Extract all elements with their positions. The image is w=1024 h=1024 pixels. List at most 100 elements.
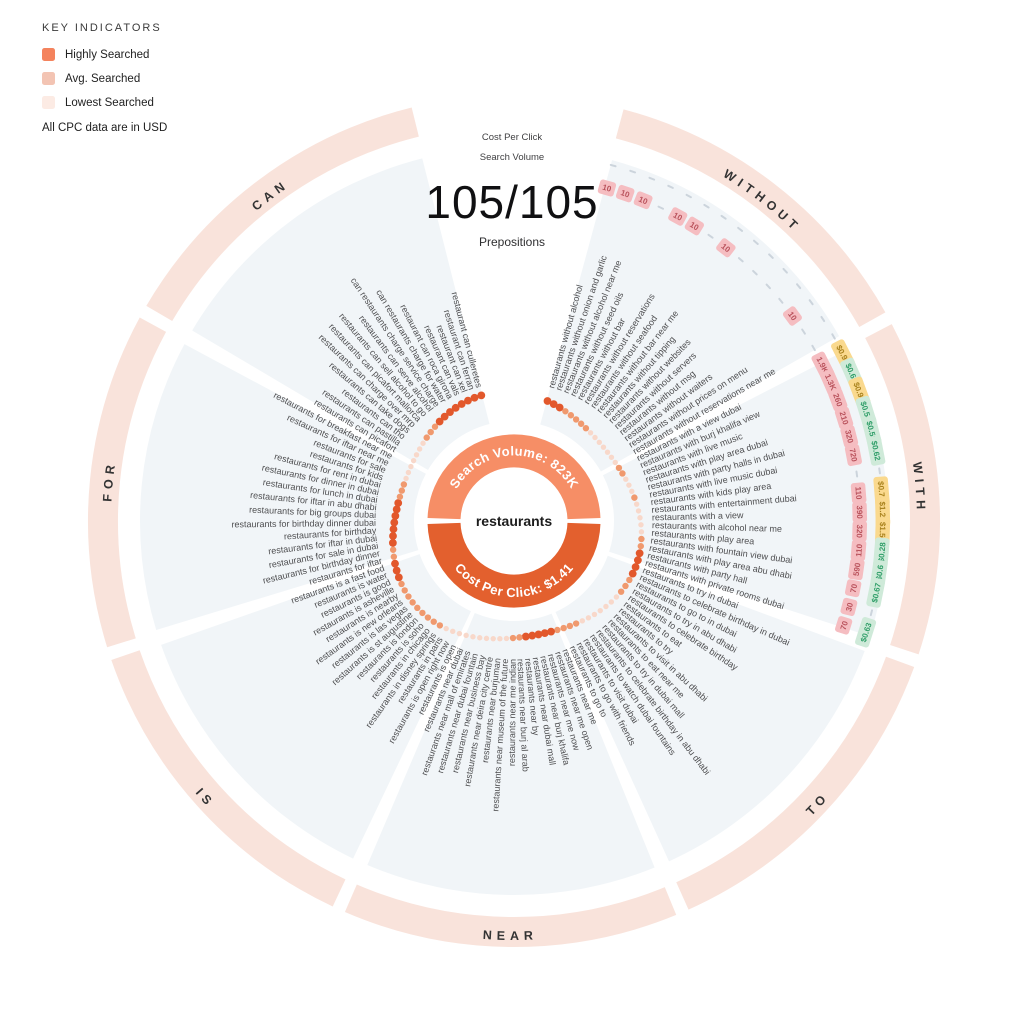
volume-heat-dot [555,403,564,412]
badge-value: $0.78 [876,481,887,502]
volume-heat-dot [440,412,449,421]
search-volume-badge[interactable]: 10 [597,179,617,197]
volume-heat-dot [600,444,607,450]
volume-heat-dot [477,391,486,400]
search-volume-badge[interactable]: 260 [827,388,848,412]
volume-heat-dot [628,569,637,578]
empty-slot-tick [765,283,771,290]
keyword-label[interactable]: restaurants with alcohol near me [652,520,782,534]
badge-value: $0.28 [877,541,888,562]
cpc-badge[interactable]: $0.28 [873,537,890,568]
volume-heat-dot [464,396,472,405]
preposition-ring-arc [676,656,915,910]
cpc-badge[interactable]: $0.63 [854,616,877,648]
badge-value: $0.62 [869,440,882,462]
cpc-badge[interactable]: $0.67 [866,577,886,608]
preposition-ring-arc [615,109,886,328]
volume-heat-dot [637,542,644,550]
volume-heat-dot [635,508,642,514]
volume-heat-dot [409,599,416,606]
volume-heat-dot [427,428,434,436]
search-volume-badge[interactable]: 10 [615,184,635,203]
badge-value: 320 [843,429,855,445]
root-keyword[interactable]: restaurants [476,513,552,529]
volume-heat-dot [490,635,496,642]
empty-slot-tick [720,214,727,220]
volume-heat-dot [635,549,644,558]
badge-value: 110 [853,486,863,500]
volume-heat-dot [633,556,642,565]
volume-heat-dot [615,464,623,472]
legend-item-highly-searched: Highly Searched [42,48,167,61]
volume-heat-dot [547,627,555,636]
volume-heat-dot [477,635,483,641]
search-volume-badge[interactable]: 30 [840,597,858,617]
section-wedge [192,158,490,471]
volume-heat-dot [470,393,479,402]
badge-value: 390 [855,505,864,519]
search-volume-badge[interactable]: 210 [834,406,854,430]
volume-heat-dot [582,425,590,432]
search-volume-badge[interactable]: 320 [840,425,859,449]
search-volume-badge[interactable]: 390 [852,501,868,523]
volume-heat-dot [637,515,643,521]
search-volume-badge[interactable]: 10 [667,206,688,227]
keyword-label[interactable]: restaurants with a view [652,510,744,522]
key-indicators-legend: KEY INDICATORS Highly Searched Avg. Sear… [42,22,167,134]
volume-heat-dot [631,494,638,501]
search-volume-badge[interactable]: 110 [850,539,867,561]
volume-heat-dot [497,636,503,642]
keyword-label[interactable]: restaurants near me indian [507,659,518,766]
volume-heat-dot [391,511,400,520]
volume-heat-dot [389,546,397,553]
search-volume-badge[interactable]: 10 [715,237,737,259]
search-volume-badge[interactable]: 10 [633,190,654,210]
search-volume-badge[interactable]: 110 [850,482,867,504]
search-volume-badge[interactable]: 720 [844,444,862,467]
volume-heat-dot [577,420,585,427]
volume-heat-dot [388,538,397,547]
search-volume-badge[interactable]: 590 [848,558,865,581]
legend-item-label: Lowest Searched [65,96,154,109]
search-volume-badge[interactable]: 70 [844,579,862,598]
legend-item-lowest-searched: Lowest Searched [42,96,167,109]
keyword-label[interactable]: restaurants for birthday dinner dubai [231,518,376,530]
search-volume-badge[interactable]: 10 [782,305,803,327]
volume-heat-dot [604,449,611,455]
badge-value: 70 [839,619,850,631]
highly-searched-swatch [42,48,55,61]
volume-heat-dot [554,626,561,634]
volume-heat-dot [622,582,629,590]
volume-heat-dot [566,622,574,630]
search-volume-badge[interactable]: 70 [834,615,853,635]
empty-slot-tick [811,344,816,352]
empty-slot-tick [796,283,802,290]
volume-heat-dot [398,487,406,494]
empty-slot-tick [753,239,759,245]
search-volume-badge[interactable]: 320 [852,520,868,542]
search-volume-badge[interactable]: 10 [684,216,706,237]
volume-heat-dot [400,481,408,488]
volume-heat-dot [521,632,530,641]
legend-item-avg-searched: Avg. Searched [42,72,167,85]
volume-heat-dot [516,634,523,641]
search-volume-badge[interactable]: 1.3K [819,368,842,397]
preposition-ring-label: FOR [100,459,118,502]
volume-heat-dot [626,482,632,488]
preposition-ring-arc [111,650,346,907]
cpc-badge[interactable]: $0.62 [866,435,886,466]
badge-value: $0.6 [874,564,885,581]
empty-slot-tick [629,169,637,174]
empty-slot-tick [707,233,714,239]
empty-slot-tick [737,226,744,232]
volume-heat-dot [430,618,437,625]
volume-heat-dot [608,599,615,605]
empty-slot-tick [878,467,881,475]
section-wedge [161,554,471,859]
volume-heat-dot [389,532,397,540]
volume-heat-dot [396,493,404,500]
empty-slot-tick [752,269,758,276]
